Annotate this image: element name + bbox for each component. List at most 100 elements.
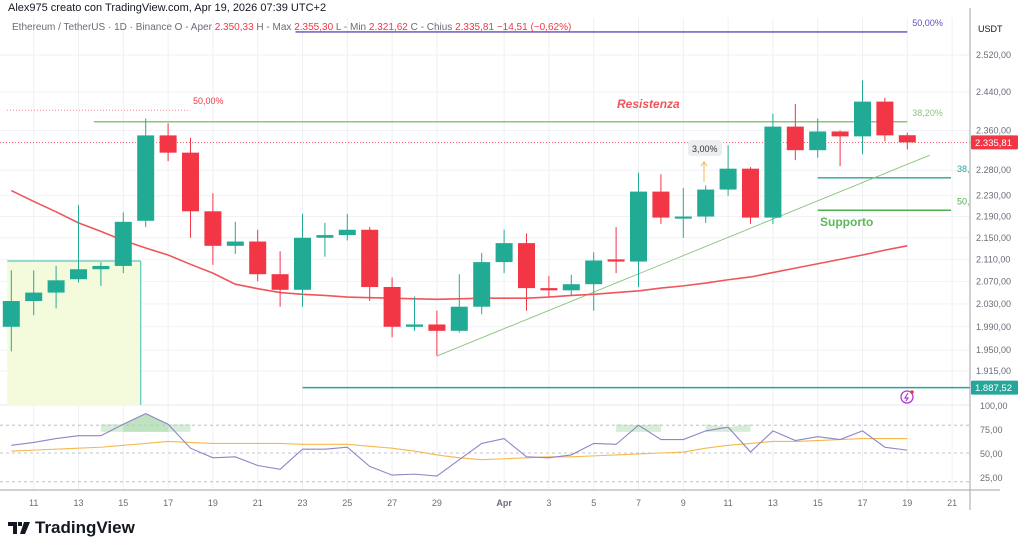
lightning-alert-icon[interactable] xyxy=(900,390,914,404)
last-price-label-box xyxy=(971,135,1018,150)
candle[interactable] xyxy=(114,212,132,274)
candle[interactable] xyxy=(450,274,468,333)
candle-body xyxy=(2,301,20,327)
level-price-label-box xyxy=(971,380,1018,395)
price-tick-label: 2.190,00 xyxy=(976,212,1011,222)
time-tick-label: 3 xyxy=(546,498,551,508)
candle[interactable] xyxy=(2,270,20,352)
pct-badge xyxy=(688,140,722,156)
time-tick-label: 17 xyxy=(857,498,867,508)
candle[interactable] xyxy=(338,213,356,241)
level-label-support-50: 50, xyxy=(957,196,970,206)
candle[interactable] xyxy=(316,222,334,257)
candle-body xyxy=(652,191,670,218)
candle[interactable] xyxy=(764,113,782,224)
candle[interactable] xyxy=(898,132,916,150)
rsi-overbought-fill xyxy=(705,424,751,432)
candle-body xyxy=(809,131,827,151)
candle[interactable] xyxy=(406,296,423,331)
candle[interactable] xyxy=(182,137,199,238)
candle-body xyxy=(764,126,782,218)
rsi-tick-label: 75,00 xyxy=(980,425,1003,435)
candle[interactable] xyxy=(742,167,759,224)
candle[interactable] xyxy=(854,80,871,155)
candle-body xyxy=(114,221,132,266)
candle[interactable] xyxy=(137,118,155,228)
candle[interactable] xyxy=(495,229,513,274)
candle[interactable] xyxy=(271,251,289,307)
range-box[interactable] xyxy=(7,261,141,405)
candle[interactable] xyxy=(697,185,715,223)
candle[interactable] xyxy=(226,221,244,254)
candle[interactable] xyxy=(383,277,401,338)
legend-high: 2.355,30 xyxy=(294,22,334,33)
price-tick-label: 1.950,00 xyxy=(976,345,1011,355)
candle-body xyxy=(786,126,804,151)
time-tick-label: Apr xyxy=(496,498,512,508)
candle[interactable] xyxy=(159,123,177,162)
candle[interactable] xyxy=(831,130,849,167)
time-tick-label: 13 xyxy=(768,498,778,508)
candle[interactable] xyxy=(809,118,827,158)
candle[interactable] xyxy=(47,265,65,309)
candle[interactable] xyxy=(25,270,43,316)
candle[interactable] xyxy=(562,274,580,296)
time-tick-label: 25 xyxy=(342,498,352,508)
candle[interactable] xyxy=(652,174,670,224)
candle[interactable] xyxy=(876,97,894,142)
tradingview-logo[interactable]: TradingView xyxy=(8,518,135,538)
candle[interactable] xyxy=(786,103,804,161)
candle-body xyxy=(540,288,558,291)
candle-body xyxy=(898,135,916,143)
candle-body xyxy=(562,284,580,291)
candle-body xyxy=(204,211,222,246)
candle[interactable] xyxy=(473,252,491,315)
lightning-bolt xyxy=(903,392,910,402)
price-tick-label: 1.990,00 xyxy=(976,322,1011,332)
candle[interactable] xyxy=(70,205,87,283)
lightning-circle xyxy=(900,390,914,404)
candle[interactable] xyxy=(518,233,535,311)
candle[interactable] xyxy=(92,262,110,286)
candle-body xyxy=(338,229,356,236)
candle[interactable] xyxy=(428,310,446,356)
price-tick-label: 2.110,00 xyxy=(976,254,1010,264)
currency-label: USDT xyxy=(978,24,1003,34)
candle[interactable] xyxy=(204,193,222,265)
legend-symbol[interactable]: Ethereum / TetherUS · 1D · Binance xyxy=(12,22,172,33)
candle-body xyxy=(854,101,871,137)
candle-body xyxy=(428,324,446,331)
candle[interactable] xyxy=(630,172,647,287)
candle[interactable] xyxy=(719,145,737,196)
symbol-legend: Ethereum / TetherUS · 1D · Binance O - A… xyxy=(12,22,571,33)
candle-body xyxy=(226,241,244,246)
candle[interactable] xyxy=(249,229,267,282)
candle-body xyxy=(831,131,849,137)
candle-body xyxy=(159,135,177,153)
candle-body xyxy=(719,168,737,190)
time-tick-label: 11 xyxy=(723,498,732,508)
tradingview-logo-icon xyxy=(8,522,30,534)
candle-body xyxy=(742,168,759,218)
logo-text: TradingView xyxy=(35,518,135,537)
candle[interactable] xyxy=(361,227,379,302)
rsi-tick-label: 100,00 xyxy=(980,401,1008,411)
candle[interactable] xyxy=(294,213,311,307)
legend-open-label: O - Aper xyxy=(174,22,212,33)
candle[interactable] xyxy=(540,275,558,298)
candle-body xyxy=(271,274,289,290)
candle-body xyxy=(518,243,535,289)
trendline[interactable] xyxy=(436,154,930,357)
time-tick-label: 7 xyxy=(636,498,641,508)
candle[interactable] xyxy=(585,252,603,311)
candle[interactable] xyxy=(607,227,625,274)
candle-body xyxy=(249,241,267,275)
candle[interactable] xyxy=(674,188,692,238)
candle-body xyxy=(316,235,334,238)
legend-high-label: H - Max xyxy=(256,22,292,33)
price-tick-label: 2.150,00 xyxy=(976,233,1011,243)
candle-body xyxy=(674,216,692,219)
time-tick-label: 15 xyxy=(118,498,128,508)
candle-body xyxy=(630,191,647,262)
